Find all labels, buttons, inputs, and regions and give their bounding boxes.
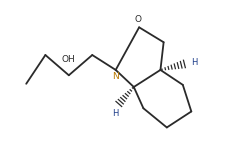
- Text: H: H: [112, 109, 119, 118]
- Text: OH: OH: [62, 55, 76, 63]
- Text: O: O: [135, 15, 142, 24]
- Text: N: N: [112, 72, 119, 81]
- Text: H: H: [191, 58, 197, 67]
